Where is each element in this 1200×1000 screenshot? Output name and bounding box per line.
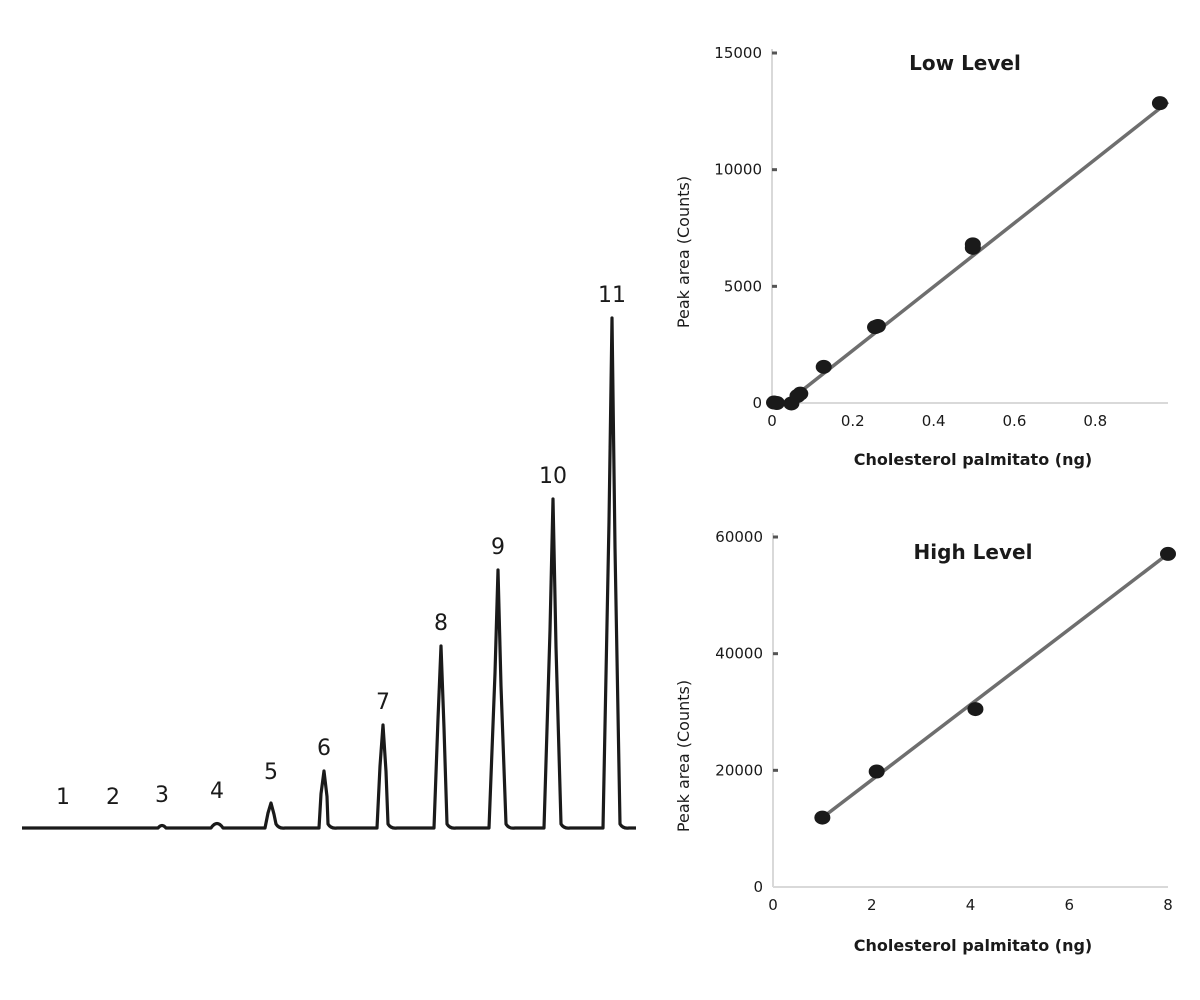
high-level-ylabel: Peak area (Counts) (674, 680, 693, 832)
low-level-ytick-label: 0 (752, 394, 762, 412)
low-level-xtick-label: 0.8 (1083, 412, 1107, 430)
low-level-xlabel: Cholesterol palmitato (ng) (854, 450, 1092, 469)
high-level-xtick-label: 8 (1163, 896, 1173, 914)
low-level-data-point (768, 396, 785, 410)
peak-label-9: 9 (491, 535, 505, 560)
low-level-plot: Low Level Cholesterol palmitato (ng) Pea… (674, 44, 1170, 469)
low-level-xtick-label: 0.4 (922, 412, 946, 430)
low-level-data-point (869, 319, 886, 333)
high-level-xtick-label: 4 (966, 896, 976, 914)
peak-label-11: 11 (598, 283, 626, 308)
peak-label-3: 3 (155, 783, 169, 808)
peak-label-7: 7 (376, 690, 390, 715)
high-level-xtick-label: 6 (1064, 896, 1074, 914)
high-level-ytick-label: 40000 (715, 645, 763, 663)
high-level-plot: High Level Cholesterol palmitato (ng) Pe… (674, 528, 1176, 955)
high-level-xlabel: Cholesterol palmitato (ng) (854, 936, 1092, 955)
chromatogram: 1 2 3 4 5 6 7 8 9 10 11 (22, 283, 636, 830)
peak-label-1: 1 (56, 785, 70, 810)
low-level-xtick-label: 0 (767, 412, 777, 430)
low-level-title: Low Level (909, 51, 1021, 75)
peak-label-8: 8 (434, 611, 448, 636)
low-level-ytick-label: 10000 (714, 161, 762, 179)
high-level-data-point (1160, 546, 1176, 561)
low-level-data-point (792, 386, 809, 401)
high-level-data-point (814, 810, 831, 825)
low-level-xtick-label: 0.6 (1003, 412, 1027, 430)
peak-label-6: 6 (317, 736, 331, 761)
low-level-ytick-label: 5000 (724, 277, 762, 295)
high-level-xtick-label: 0 (768, 896, 778, 914)
peak-label-10: 10 (539, 464, 567, 489)
low-level-xtick-label: 0.2 (841, 412, 865, 430)
high-level-xtick-label: 2 (867, 896, 877, 914)
peak-label-4: 4 (210, 779, 224, 804)
high-level-data-point (967, 702, 984, 717)
high-level-ytick-label: 20000 (715, 761, 763, 779)
peak-label-2: 2 (106, 785, 120, 810)
high-level-data-point (868, 764, 885, 779)
low-level-data-point (1151, 96, 1168, 111)
low-level-ytick-label: 15000 (714, 44, 762, 62)
peak-label-5: 5 (264, 760, 278, 785)
high-level-title: High Level (914, 540, 1033, 564)
high-level-ytick-label: 0 (753, 878, 763, 896)
low-level-data-point (815, 359, 832, 374)
chromatogram-trace (22, 316, 636, 830)
low-level-data-point (964, 237, 981, 252)
low-level-ylabel: Peak area (Counts) (674, 176, 693, 328)
high-level-ytick-label: 60000 (715, 528, 763, 546)
peak-labels: 1 2 3 4 5 6 7 8 9 10 11 (56, 283, 626, 810)
